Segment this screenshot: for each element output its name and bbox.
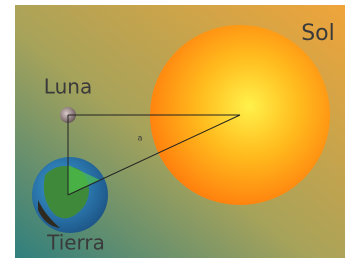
page: Sol Luna Tierra a (() => { const data = … — [0, 0, 360, 266]
angle-label: a — [138, 134, 143, 143]
sun-label: Sol — [301, 21, 335, 46]
diagram: Sol Luna Tierra a — [0, 0, 360, 266]
earth-label: Tierra — [46, 231, 105, 255]
moon-label: Luna — [44, 75, 92, 99]
